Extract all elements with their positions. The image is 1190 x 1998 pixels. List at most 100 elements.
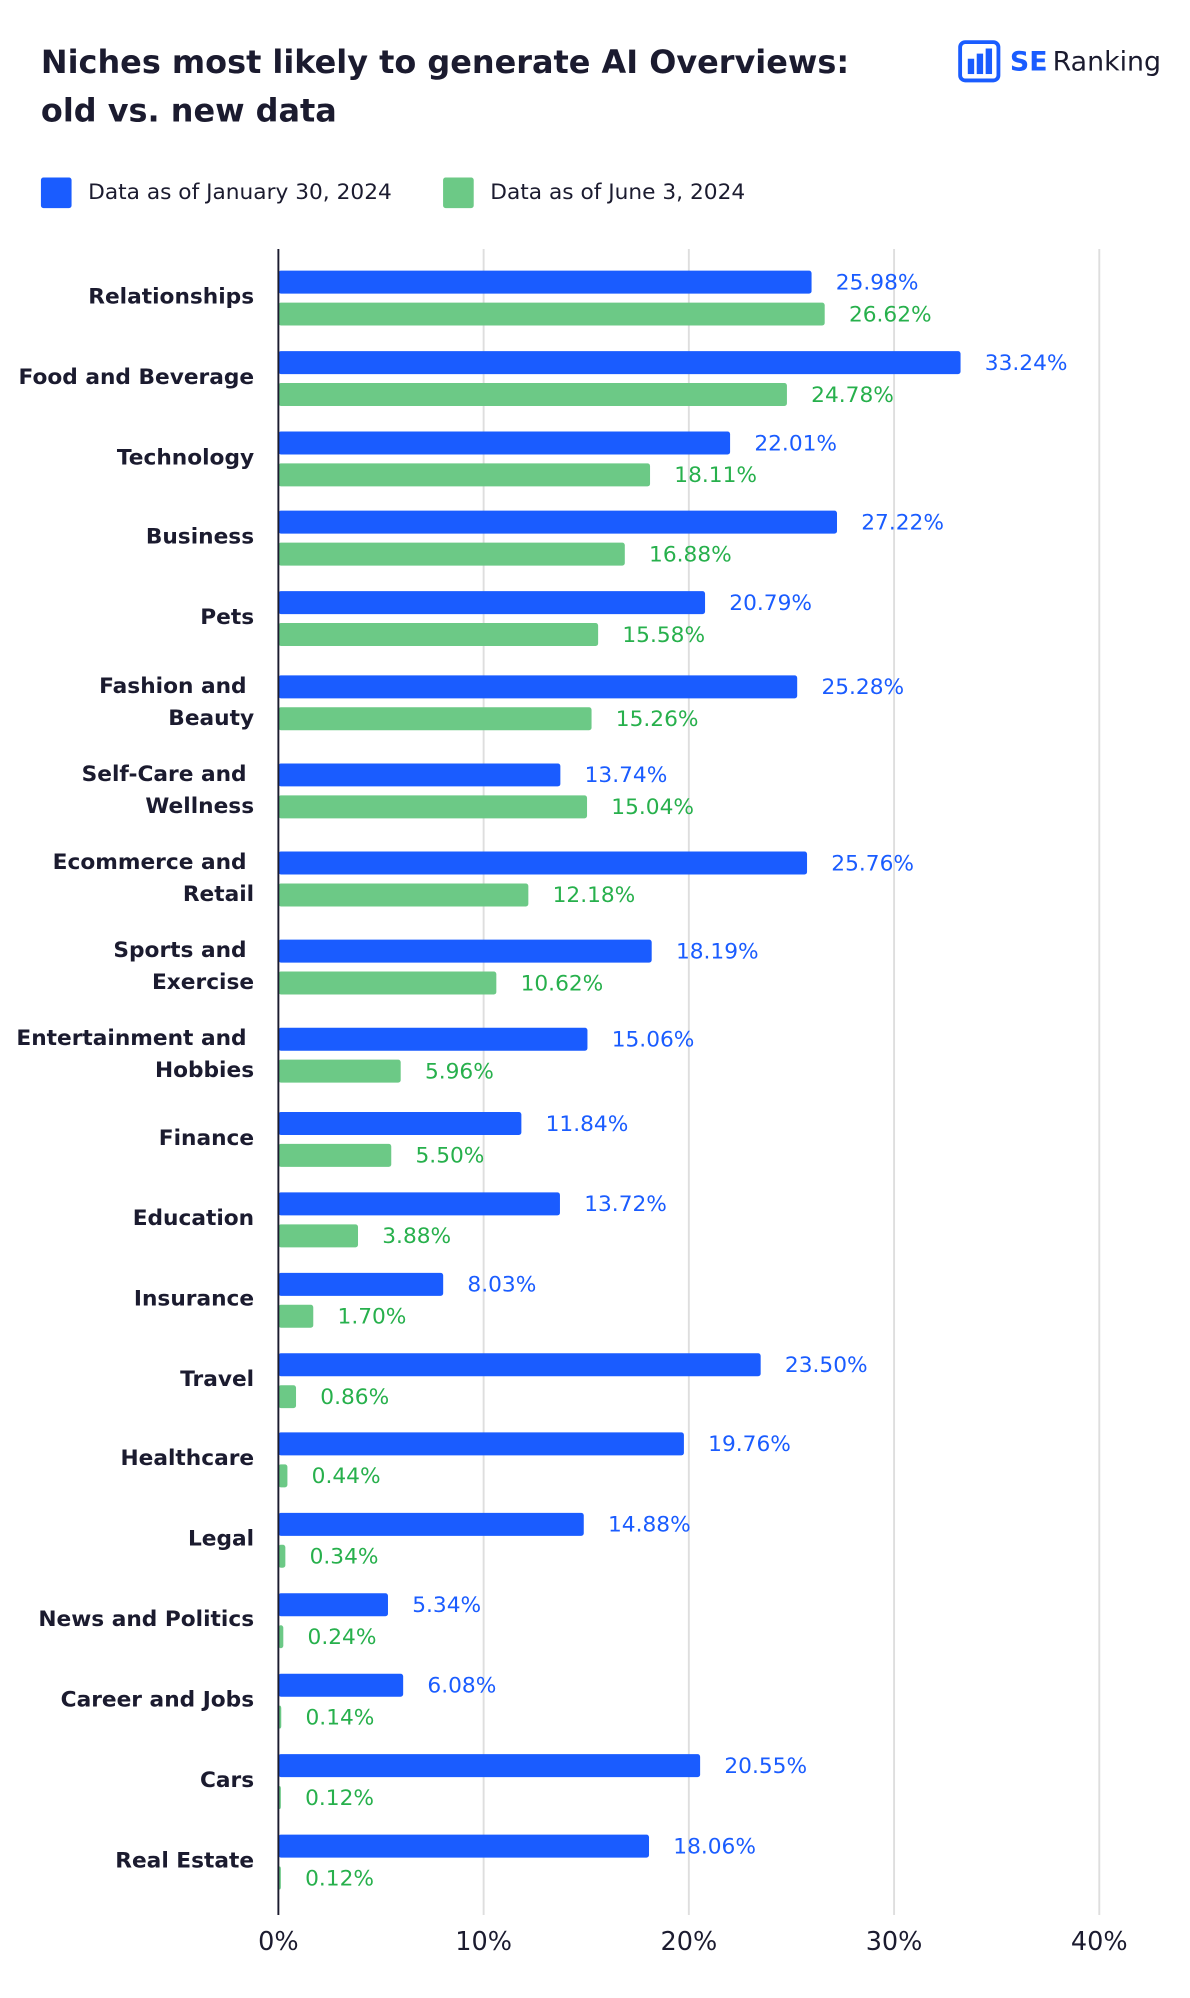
bar	[278, 1625, 284, 1649]
bar	[278, 1464, 288, 1488]
bar	[278, 883, 529, 907]
value-label: 6.08%	[427, 1673, 496, 1698]
value-label: 20.55%	[724, 1754, 807, 1779]
y-tick-label: Real Estate	[115, 1848, 254, 1873]
value-label: 0.86%	[320, 1385, 389, 1410]
bar	[278, 851, 808, 875]
value-label: 0.44%	[312, 1464, 381, 1489]
bar	[278, 1143, 392, 1167]
y-tick-label: News and Politics	[38, 1607, 254, 1632]
y-tick-label: Technology	[117, 445, 254, 470]
y-tick-label: Healthcare	[120, 1446, 254, 1471]
bar	[278, 795, 588, 819]
value-label: 10.62%	[521, 971, 604, 996]
bar	[278, 763, 561, 787]
bar	[278, 270, 812, 294]
value-label: 18.11%	[674, 463, 757, 488]
bar	[278, 707, 592, 731]
logo-icon	[967, 58, 975, 75]
bar	[278, 1432, 684, 1456]
bar	[278, 1754, 701, 1778]
value-label: 5.50%	[416, 1144, 485, 1169]
value-label: 20.79%	[729, 591, 812, 616]
y-tick-label: Relationships	[88, 284, 254, 309]
bar	[278, 675, 798, 699]
y-tick-label: Insurance	[134, 1287, 254, 1312]
bar	[278, 1512, 584, 1536]
bar	[278, 1272, 444, 1296]
logo-text: SE Ranking	[1010, 46, 1161, 77]
bar	[278, 1304, 314, 1328]
bar	[278, 1593, 388, 1617]
value-label: 0.14%	[306, 1705, 375, 1730]
value-label: 23.50%	[785, 1353, 868, 1378]
bar	[278, 1834, 650, 1858]
y-tick-label: Self-Care and Wellness	[82, 762, 254, 819]
y-tick-label: Career and Jobs	[61, 1688, 254, 1713]
bar	[278, 302, 825, 326]
chart-title: Niches most likely to generate AI Overvi…	[41, 43, 860, 130]
logo-icon	[985, 48, 993, 75]
value-label: 0.24%	[308, 1625, 377, 1650]
value-label: 3.88%	[382, 1224, 451, 1249]
x-tick-label: 30%	[866, 1927, 923, 1957]
value-label: 26.62%	[849, 302, 932, 327]
value-label: 15.26%	[616, 707, 699, 732]
value-label: 5.34%	[412, 1593, 481, 1618]
bar	[278, 1385, 297, 1409]
value-label: 19.76%	[708, 1432, 791, 1457]
bar	[278, 463, 651, 487]
legend-label: Data as of January 30, 2024	[88, 180, 392, 205]
y-tick-label: Travel	[180, 1367, 254, 1392]
value-label: 5.96%	[425, 1059, 494, 1084]
logo-icon	[958, 40, 1001, 83]
bar	[278, 383, 787, 406]
bar	[278, 431, 731, 455]
y-tick-label: Cars	[200, 1768, 254, 1793]
bar	[278, 510, 838, 534]
x-tick-label: 0%	[258, 1927, 298, 1957]
y-tick-label: Business	[146, 524, 254, 549]
value-label: 0.34%	[310, 1545, 379, 1570]
bar	[278, 1544, 286, 1568]
bar	[278, 623, 599, 646]
y-tick-label: Legal	[188, 1527, 254, 1552]
logo-icon	[976, 53, 984, 75]
value-label: 27.22%	[861, 510, 944, 535]
value-label: 12.18%	[553, 883, 636, 908]
y-tick-label: Finance	[159, 1126, 254, 1151]
value-label: 15.58%	[622, 623, 705, 648]
bar	[278, 351, 961, 375]
bar	[278, 542, 625, 566]
value-label: 8.03%	[467, 1273, 536, 1298]
bar	[278, 1027, 588, 1051]
value-label: 18.19%	[676, 939, 759, 964]
bar	[278, 971, 497, 995]
bar	[278, 1224, 359, 1248]
x-tick-label: 10%	[455, 1927, 512, 1957]
bar	[278, 1059, 401, 1083]
bar	[278, 1673, 404, 1697]
value-label: 25.76%	[831, 851, 914, 876]
value-label: 22.01%	[754, 431, 837, 456]
legend-label: Data as of June 3, 2024	[490, 180, 745, 205]
value-label: 15.06%	[612, 1027, 695, 1052]
value-label: 24.78%	[811, 383, 894, 408]
y-tick-label: Sports and Exercise	[113, 938, 254, 995]
value-label: 16.88%	[649, 542, 732, 567]
x-tick-label: 40%	[1071, 1927, 1128, 1957]
value-label: 25.28%	[821, 675, 904, 700]
bar	[278, 1111, 522, 1135]
value-label: 25.98%	[836, 270, 919, 295]
legend-swatch	[443, 177, 474, 209]
value-label: 13.72%	[584, 1192, 667, 1217]
value-label: 11.84%	[546, 1112, 629, 1137]
x-tick-label: 20%	[660, 1927, 717, 1957]
bar	[278, 939, 652, 963]
y-tick-label: Entertainment and Hobbies	[16, 1026, 254, 1083]
value-label: 14.88%	[608, 1513, 691, 1538]
value-label: 0.12%	[305, 1786, 374, 1811]
y-tick-label: Ecommerce and Retail	[53, 850, 254, 907]
value-label: 1.70%	[338, 1305, 407, 1330]
